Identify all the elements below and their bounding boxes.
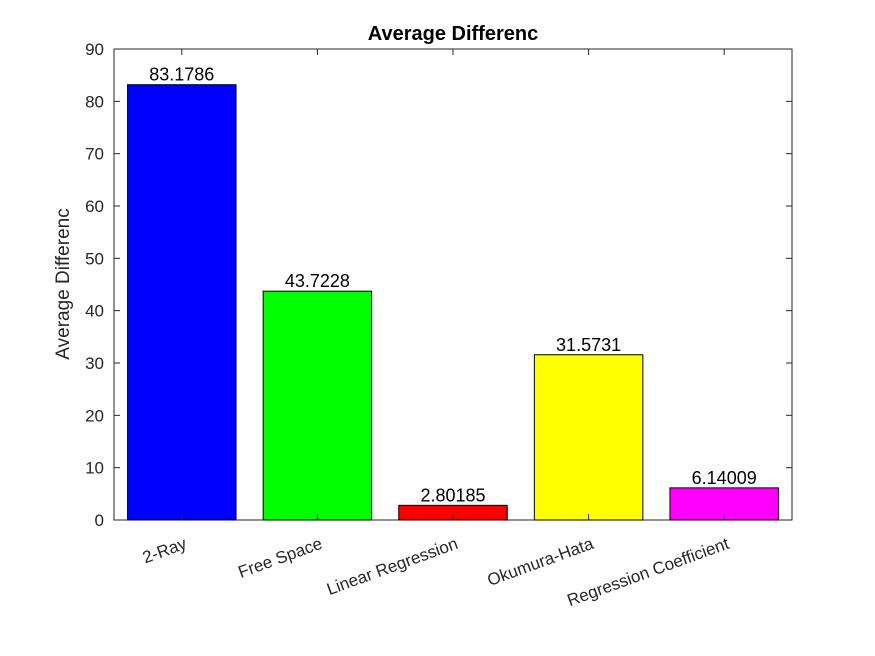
chart-title: Average Differenc [368, 23, 538, 45]
x-tick-label: Linear Regression [324, 534, 460, 599]
y-tick-label: 30 [85, 354, 104, 373]
x-tick-label: 2-Ray [140, 534, 190, 568]
bar-value-label: 2.80185 [420, 485, 485, 505]
bars-group: 83.1786 43.7228 2.80185 31.5731 6.14009 [127, 65, 779, 521]
y-tick-label: 90 [85, 40, 104, 59]
y-tick-label: 20 [85, 406, 104, 425]
y-tick-label: 70 [85, 145, 104, 164]
y-tick-label: 0 [95, 511, 104, 530]
bar-value-label: 6.14009 [692, 468, 757, 488]
y-tick-label: 80 [85, 92, 104, 111]
y-tick-label: 10 [85, 459, 104, 478]
y-axis-label: Average Differenc [53, 208, 74, 359]
y-axis: 0 10 20 30 40 50 60 70 80 90 [85, 40, 792, 530]
bar-value-label: 31.5731 [556, 335, 621, 355]
bar [262, 290, 373, 521]
x-tick-label: Free Space [236, 534, 325, 582]
bar-value-label: 83.1786 [149, 65, 214, 85]
y-tick-label: 50 [85, 249, 104, 268]
bar-value-label: 43.7228 [285, 271, 350, 291]
y-tick-label: 60 [85, 197, 104, 216]
y-tick-label: 40 [85, 302, 104, 321]
x-tick-label: Okumura-Hata [485, 534, 597, 590]
bar [533, 354, 644, 521]
bar [127, 84, 237, 521]
